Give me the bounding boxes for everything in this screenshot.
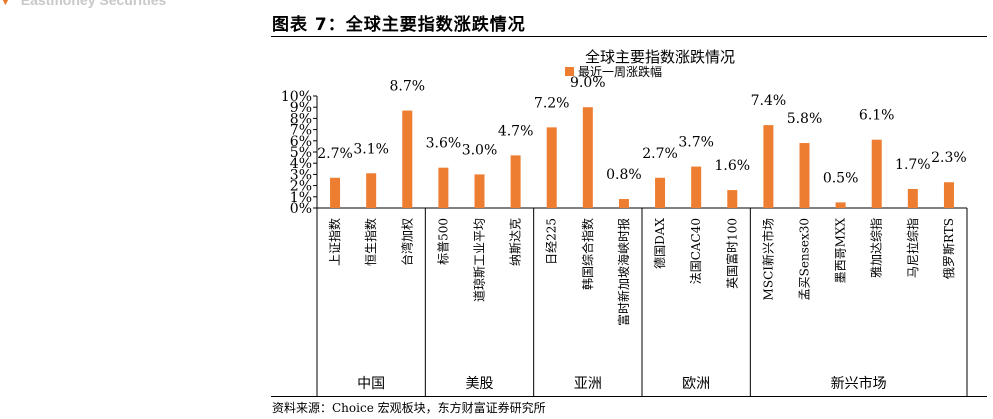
bar xyxy=(943,182,954,208)
x-category-label: 上证指数 xyxy=(327,218,342,266)
bar-value-label: 1.6% xyxy=(714,158,750,174)
group-label: 亚洲 xyxy=(574,376,602,392)
bar xyxy=(510,155,521,208)
bar-value-label: 0.5% xyxy=(823,170,859,186)
bar-value-label: 2.3% xyxy=(931,150,967,166)
x-category-label: 日经225 xyxy=(545,218,559,265)
x-category-label: 纳斯达克 xyxy=(509,218,523,266)
x-category-label: 英国富时100 xyxy=(724,218,739,289)
bar xyxy=(871,139,882,208)
group-label: 欧洲 xyxy=(682,376,710,392)
chart-title: 全球主要指数涨跌情况 xyxy=(585,48,735,66)
bar xyxy=(727,190,738,208)
bar-value-label: 3.0% xyxy=(462,142,498,158)
bar xyxy=(691,166,702,208)
bar xyxy=(655,177,666,208)
bar xyxy=(799,143,810,208)
y-tick-label: 10% xyxy=(281,89,312,105)
bottom-rule xyxy=(271,396,987,397)
bar-value-label: 2.7% xyxy=(642,146,678,162)
bar-value-label: 3.7% xyxy=(678,135,714,151)
x-category-label: 孟买Sensex30 xyxy=(798,218,812,300)
source-note: 资料来源：Choice 宏观板块，东方财富证券研究所 xyxy=(272,401,546,415)
bar-value-label: 5.8% xyxy=(787,111,823,127)
bar xyxy=(835,202,846,208)
bar-value-label: 9.0% xyxy=(570,75,606,91)
x-category-label: MSCI新兴市场 xyxy=(760,218,775,300)
x-category-label: 德国DAX xyxy=(652,218,667,269)
bar xyxy=(582,107,593,208)
legend-label: 最近一周涨跌幅 xyxy=(578,64,662,79)
x-category-label: 马尼拉综指 xyxy=(905,218,920,278)
x-category-label: 韩国综合指数 xyxy=(580,218,595,290)
figure-title: 图表 7：全球主要指数涨跌情况 xyxy=(272,15,526,35)
bar xyxy=(474,174,485,208)
x-category-label: 俄罗斯RTS xyxy=(942,218,956,279)
bar-value-label: 1.7% xyxy=(895,157,931,173)
y-tick-label: 0% xyxy=(290,201,312,217)
group-label: 中国 xyxy=(357,376,385,392)
x-category-label: 恒生指数 xyxy=(363,218,378,266)
y-tick-label: 3% xyxy=(290,167,312,183)
x-category-label: 台湾加权 xyxy=(399,218,414,266)
y-tick-label: 4% xyxy=(290,156,312,172)
bar-value-label: 8.7% xyxy=(389,79,425,95)
x-category-label: 富时新加坡海峡时报 xyxy=(616,218,631,326)
group-label: 新兴市场 xyxy=(831,375,887,392)
y-tick-label: 5% xyxy=(290,145,312,161)
y-tick-label: 8% xyxy=(290,111,312,127)
bar xyxy=(618,199,629,208)
brand-name: Eastmoney Securities xyxy=(20,0,167,8)
bar-value-label: 4.7% xyxy=(498,123,534,139)
y-tick-label: 2% xyxy=(290,179,312,195)
legend-swatch xyxy=(565,67,574,76)
bar-value-label: 6.1% xyxy=(859,108,895,124)
brand-mark-icon: ▼ xyxy=(0,0,11,8)
y-tick-label: 7% xyxy=(290,123,312,139)
top-rule xyxy=(271,36,987,37)
bar xyxy=(438,167,449,208)
y-tick-label: 9% xyxy=(290,100,312,116)
bar xyxy=(402,110,413,208)
bar xyxy=(366,173,377,208)
x-category-label: 道琼斯工业平均 xyxy=(472,218,487,302)
x-category-label: 雅加达综指 xyxy=(869,218,884,278)
bar-value-label: 7.4% xyxy=(751,93,787,109)
x-category-label: 标普500 xyxy=(436,218,450,265)
x-category-label: 墨西哥MXX xyxy=(834,218,848,284)
x-category-label: 法国CAC40 xyxy=(689,218,703,284)
y-tick-label: 1% xyxy=(290,190,312,206)
brand-logo: ▼ Eastmoney Securities xyxy=(0,0,166,8)
bar xyxy=(907,188,918,208)
bar-value-label: 7.2% xyxy=(534,95,570,111)
bar-value-label: 3.6% xyxy=(426,136,462,152)
bar xyxy=(330,177,341,208)
bar xyxy=(763,125,774,208)
group-label: 美股 xyxy=(466,376,494,392)
y-tick-label: 6% xyxy=(290,134,312,150)
bar-value-label: 2.7% xyxy=(317,146,353,162)
bar-value-label: 0.8% xyxy=(606,167,642,183)
bar xyxy=(546,127,557,208)
bar-value-label: 3.1% xyxy=(353,141,389,157)
